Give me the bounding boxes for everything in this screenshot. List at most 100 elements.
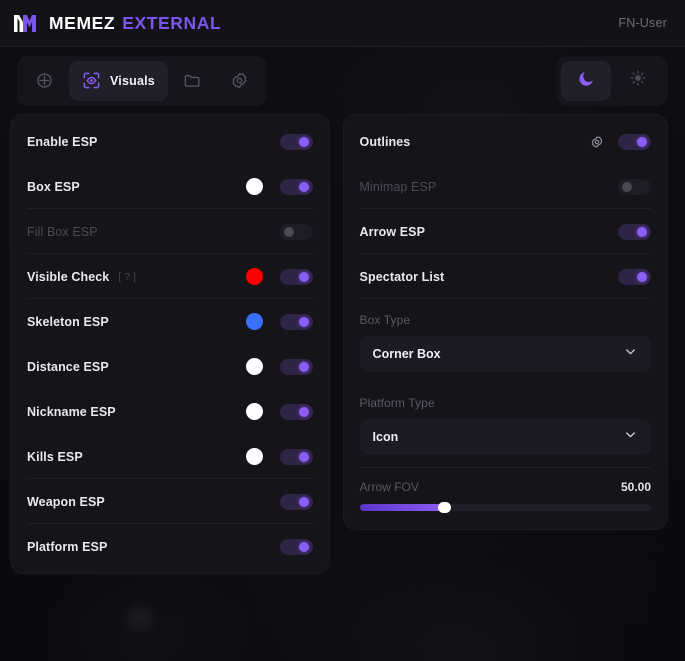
option-toggle[interactable] xyxy=(618,268,651,285)
option-toggle[interactable] xyxy=(279,223,313,240)
option-label: Platform ESP xyxy=(27,539,108,554)
option-row: Weapon ESP xyxy=(11,479,329,524)
option-row: Arrow ESP xyxy=(344,209,667,254)
option-toggle[interactable] xyxy=(279,493,313,510)
arrow-fov-field: Arrow FOV 50.00 xyxy=(344,468,667,525)
box-type-label: Box Type xyxy=(359,313,411,327)
option-label: Kills ESP xyxy=(27,449,83,464)
user-label: FN-User xyxy=(618,16,667,30)
option-label: Fill Box ESP xyxy=(27,224,98,239)
option-row: Minimap ESP xyxy=(344,164,667,209)
option-toggle[interactable] xyxy=(279,358,313,375)
nav-item-configs[interactable] xyxy=(170,61,215,101)
toggle-knob xyxy=(298,136,309,147)
option-label: Outlines xyxy=(359,134,411,149)
box-type-field: Box Type Corner Box xyxy=(344,299,667,382)
nav-item-settings[interactable] xyxy=(217,61,262,101)
toggle-knob xyxy=(637,136,647,147)
toggle-knob xyxy=(283,226,294,237)
option-row: Enable ESP xyxy=(11,119,329,164)
nav-item-visuals-label: Visuals xyxy=(110,73,155,88)
brand-name-primary: MEMEZ xyxy=(49,12,116,33)
theme-light-button[interactable] xyxy=(613,61,663,101)
option-row: Distance ESP xyxy=(11,344,329,389)
nav-item-aim[interactable] xyxy=(22,61,67,101)
nav-tab-group: Visuals xyxy=(17,55,267,106)
option-toggle[interactable] xyxy=(279,403,313,420)
platform-type-label: Platform Type xyxy=(359,396,435,410)
arrow-fov-slider[interactable] xyxy=(359,502,651,513)
option-label: Minimap ESP xyxy=(359,179,437,194)
arrow-fov-value: 50.00 xyxy=(620,480,651,494)
nav-item-visuals[interactable]: Visuals xyxy=(69,60,168,101)
color-swatch[interactable] xyxy=(245,403,263,420)
option-row: Nickname ESP xyxy=(11,389,329,434)
toggle-knob xyxy=(298,451,309,462)
color-swatch[interactable] xyxy=(245,448,263,465)
option-label: Weapon ESP xyxy=(27,494,105,509)
color-swatch[interactable] xyxy=(245,268,263,285)
color-swatch[interactable] xyxy=(245,313,263,330)
arrow-fov-label: Arrow FOV xyxy=(359,480,419,494)
settings-panels: Enable ESP Box ESP Fill Box ESP Visible Che… xyxy=(0,114,685,574)
toggle-knob xyxy=(298,316,309,327)
nav-bar: Visuals xyxy=(0,47,685,114)
option-toggle[interactable] xyxy=(618,178,651,195)
option-toggle[interactable] xyxy=(279,268,313,285)
option-label: Enable ESP xyxy=(27,134,98,149)
toggle-knob xyxy=(298,406,309,417)
platform-type-field: Platform Type Icon xyxy=(344,382,667,465)
toggle-knob xyxy=(298,541,309,552)
option-row: Skeleton ESP xyxy=(11,299,329,344)
color-swatch[interactable] xyxy=(245,358,263,375)
arrow-fov-slider-knob[interactable] xyxy=(438,502,452,513)
option-toggle[interactable] xyxy=(279,178,313,195)
brand-title: MEMEZ EXTERNAL xyxy=(49,13,221,34)
option-label: Distance ESP xyxy=(27,359,109,374)
option-label: Box ESP xyxy=(27,179,80,194)
option-toggle[interactable] xyxy=(618,223,651,240)
option-label: Nickname ESP xyxy=(27,404,116,419)
eye-scan-icon xyxy=(82,71,101,90)
brand-name-secondary: EXTERNAL xyxy=(122,12,222,33)
option-label: Visible Check xyxy=(27,269,110,284)
chevron-down-icon xyxy=(623,344,638,364)
option-row: Box ESP xyxy=(11,164,329,209)
help-hint[interactable]: [ ? ] xyxy=(118,270,136,283)
gear-icon[interactable] xyxy=(590,135,604,149)
option-row: Kills ESP xyxy=(11,434,329,479)
theme-dark-button[interactable] xyxy=(561,60,611,101)
option-label: Spectator List xyxy=(359,269,445,284)
gear-icon xyxy=(230,71,249,90)
sun-icon xyxy=(629,69,647,92)
option-row: Fill Box ESP xyxy=(11,209,329,254)
crosshair-icon xyxy=(35,71,54,90)
esp-options-panel-right: Outlines Minimap ESP Arrow ESP Spectator Li… xyxy=(342,114,668,530)
option-toggle[interactable] xyxy=(279,448,313,465)
option-label: Arrow ESP xyxy=(359,224,426,239)
folder-icon xyxy=(183,71,202,90)
color-swatch[interactable] xyxy=(245,178,263,195)
chevron-down-icon xyxy=(623,427,638,447)
option-toggle[interactable] xyxy=(618,133,651,150)
option-toggle[interactable] xyxy=(279,133,313,150)
option-toggle[interactable] xyxy=(279,538,313,555)
toggle-knob xyxy=(298,181,309,192)
esp-options-panel-left: Enable ESP Box ESP Fill Box ESP Visible Che… xyxy=(10,114,330,574)
platform-type-value: Icon xyxy=(372,430,399,444)
moon-icon xyxy=(577,69,596,93)
platform-type-select[interactable]: Icon xyxy=(359,419,651,455)
toggle-knob xyxy=(637,226,647,237)
theme-toggle-group xyxy=(556,55,668,106)
arrow-fov-slider-fill xyxy=(359,504,445,511)
top-bar: MEMEZ EXTERNAL FN-User xyxy=(0,0,685,47)
option-label: Skeleton ESP xyxy=(27,314,109,329)
toggle-knob xyxy=(622,181,632,192)
option-toggle[interactable] xyxy=(279,313,313,330)
memez-logo-icon xyxy=(10,8,40,38)
toggle-knob xyxy=(637,271,647,282)
option-row: Platform ESP xyxy=(11,524,329,569)
option-row: Visible Check [ ? ] xyxy=(11,254,329,299)
option-row: Outlines xyxy=(344,119,667,164)
box-type-select[interactable]: Corner Box xyxy=(359,336,651,372)
